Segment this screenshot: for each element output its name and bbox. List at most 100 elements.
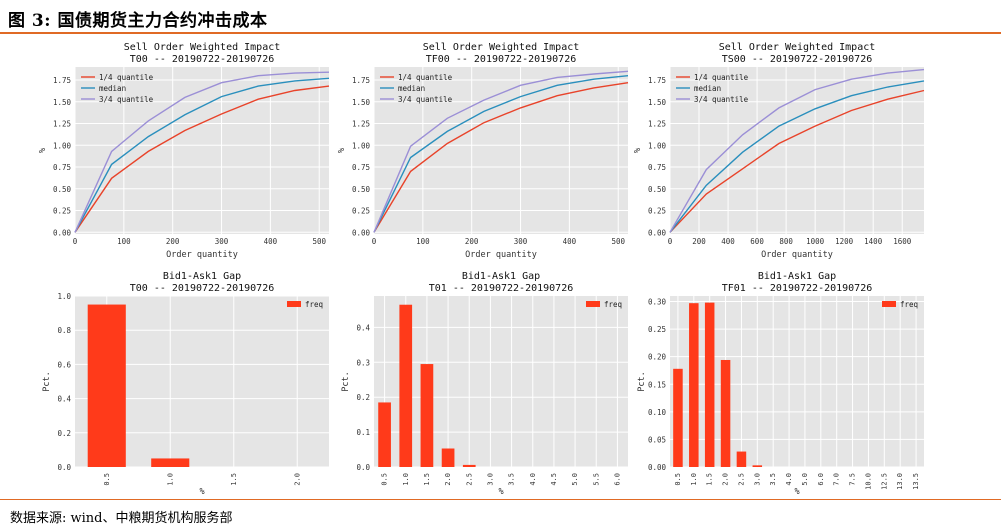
y-tick-label: 0.50 bbox=[53, 185, 72, 194]
chart-title: Bid1-Ask1 Gap bbox=[163, 271, 241, 282]
x-tick-label: 100 bbox=[416, 237, 430, 246]
plot-area bbox=[374, 296, 628, 467]
legend-label: 1/4 quantile bbox=[694, 73, 749, 82]
bar bbox=[689, 303, 699, 467]
figure-title: 图 3: 国债期货主力合约冲击成本 bbox=[8, 11, 268, 31]
plot-area bbox=[374, 67, 628, 234]
x-tick-label: 400 bbox=[264, 237, 278, 246]
y-tick-label: 0.20 bbox=[648, 353, 667, 362]
bar bbox=[704, 302, 715, 467]
y-tick-label: 0.8 bbox=[57, 326, 71, 335]
x-tick-label: 1.5 bbox=[706, 473, 714, 486]
x-tick-label: 1000 bbox=[806, 237, 825, 246]
series-line-2 bbox=[669, 80, 925, 233]
y-tick-label: 0.00 bbox=[648, 228, 667, 237]
x-tick-label: 200 bbox=[166, 237, 180, 246]
bar bbox=[87, 304, 126, 467]
x-tick-label: 3.5 bbox=[769, 473, 777, 486]
series-line-3 bbox=[373, 70, 629, 233]
x-tick-label: 1600 bbox=[893, 237, 912, 246]
x-tick-label: 0.5 bbox=[103, 473, 111, 486]
plot-area bbox=[670, 67, 924, 234]
x-axis-label: % bbox=[498, 487, 503, 497]
chart-title: Bid1-Ask1 Gap bbox=[462, 271, 540, 282]
chart-subtitle: TF01 -- 20190722-20190726 bbox=[722, 283, 873, 294]
legend-label: 1/4 quantile bbox=[99, 73, 154, 82]
y-tick-label: 1.25 bbox=[648, 120, 666, 129]
y-tick-label: 0.25 bbox=[648, 325, 666, 334]
series-line-2 bbox=[74, 77, 330, 233]
x-tick-label: 2.0 bbox=[293, 473, 301, 486]
bar bbox=[462, 464, 476, 467]
x-axis-label: % bbox=[794, 487, 799, 497]
series-line-1 bbox=[669, 89, 925, 233]
chart-subtitle: TS00 -- 20190722-20190726 bbox=[722, 54, 873, 65]
bar bbox=[752, 465, 763, 467]
y-tick-label: 0.50 bbox=[648, 185, 667, 194]
y-tick-label: 0.30 bbox=[648, 298, 667, 307]
x-tick-label: 13.0 bbox=[896, 473, 904, 490]
x-tick-label: 7.0 bbox=[833, 473, 841, 486]
bar bbox=[441, 448, 455, 467]
y-tick-label: 1.00 bbox=[53, 141, 72, 150]
x-tick-label: 800 bbox=[779, 237, 793, 246]
y-tick-label: 0.4 bbox=[57, 395, 71, 404]
chart-title: Sell Order Weighted Impact bbox=[423, 42, 580, 53]
y-tick-label: 0.3 bbox=[356, 358, 370, 367]
x-tick-label: 5.0 bbox=[801, 473, 809, 486]
y-tick-label: 1.00 bbox=[648, 141, 667, 150]
plot-area bbox=[75, 67, 329, 234]
x-tick-label: 5.0 bbox=[571, 473, 579, 486]
x-tick-label: 4.0 bbox=[785, 473, 793, 486]
y-tick-label: 0.00 bbox=[53, 228, 72, 237]
y-tick-label: 1.75 bbox=[352, 76, 370, 85]
x-axis-label: Order quantity bbox=[166, 250, 238, 260]
x-tick-label: 4.0 bbox=[529, 473, 537, 486]
x-tick-label: 0.5 bbox=[674, 473, 682, 486]
x-tick-label: 300 bbox=[514, 237, 528, 246]
x-tick-label: 1.5 bbox=[423, 473, 431, 486]
y-tick-label: 1.75 bbox=[53, 76, 71, 85]
chart-subtitle: TF00 -- 20190722-20190726 bbox=[426, 54, 577, 65]
y-tick-label: 0.0 bbox=[356, 463, 370, 472]
x-tick-label: 2.5 bbox=[737, 473, 745, 486]
y-axis-label: % bbox=[633, 148, 643, 153]
x-tick-label: 1400 bbox=[864, 237, 883, 246]
legend-label: 3/4 quantile bbox=[398, 95, 453, 104]
source-note: 数据来源: wind、中粮期货机构服务部 bbox=[10, 511, 233, 526]
y-tick-label: 0.25 bbox=[53, 207, 71, 216]
x-tick-label: 3.0 bbox=[753, 473, 761, 486]
y-tick-label: 1.25 bbox=[53, 120, 71, 129]
bottom-divider bbox=[0, 499, 1001, 500]
chart-title: Bid1-Ask1 Gap bbox=[758, 271, 836, 282]
x-tick-label: 1.0 bbox=[690, 473, 698, 486]
x-tick-label: 1.5 bbox=[230, 473, 238, 486]
x-tick-label: 200 bbox=[692, 237, 706, 246]
legend-swatch bbox=[287, 301, 301, 307]
x-tick-label: 1.0 bbox=[166, 473, 174, 486]
legend-label: 1/4 quantile bbox=[398, 73, 453, 82]
x-tick-label: 3.0 bbox=[486, 473, 494, 486]
x-tick-label: 200 bbox=[465, 237, 479, 246]
x-tick-label: 2.0 bbox=[722, 473, 730, 486]
y-tick-label: 0.25 bbox=[648, 207, 666, 216]
y-tick-label: 0.50 bbox=[352, 185, 371, 194]
x-tick-label: 0 bbox=[668, 237, 673, 246]
x-tick-label: 13.5 bbox=[912, 473, 920, 490]
legend-swatch bbox=[586, 301, 600, 307]
x-tick-label: 500 bbox=[611, 237, 625, 246]
x-tick-label: 6.0 bbox=[613, 473, 621, 486]
y-tick-label: 0.6 bbox=[57, 360, 71, 369]
series-line-2 bbox=[373, 75, 629, 233]
y-tick-label: 0.2 bbox=[57, 429, 71, 438]
legend-label: median bbox=[99, 84, 126, 93]
y-axis-label: % bbox=[337, 148, 347, 153]
bar bbox=[399, 304, 413, 467]
x-tick-label: 0.5 bbox=[381, 473, 389, 486]
x-tick-label: 5.5 bbox=[592, 473, 600, 486]
x-tick-label: 500 bbox=[312, 237, 326, 246]
y-tick-label: 0.75 bbox=[648, 163, 666, 172]
series-line-3 bbox=[74, 71, 330, 233]
chart-title: Sell Order Weighted Impact bbox=[719, 42, 876, 53]
